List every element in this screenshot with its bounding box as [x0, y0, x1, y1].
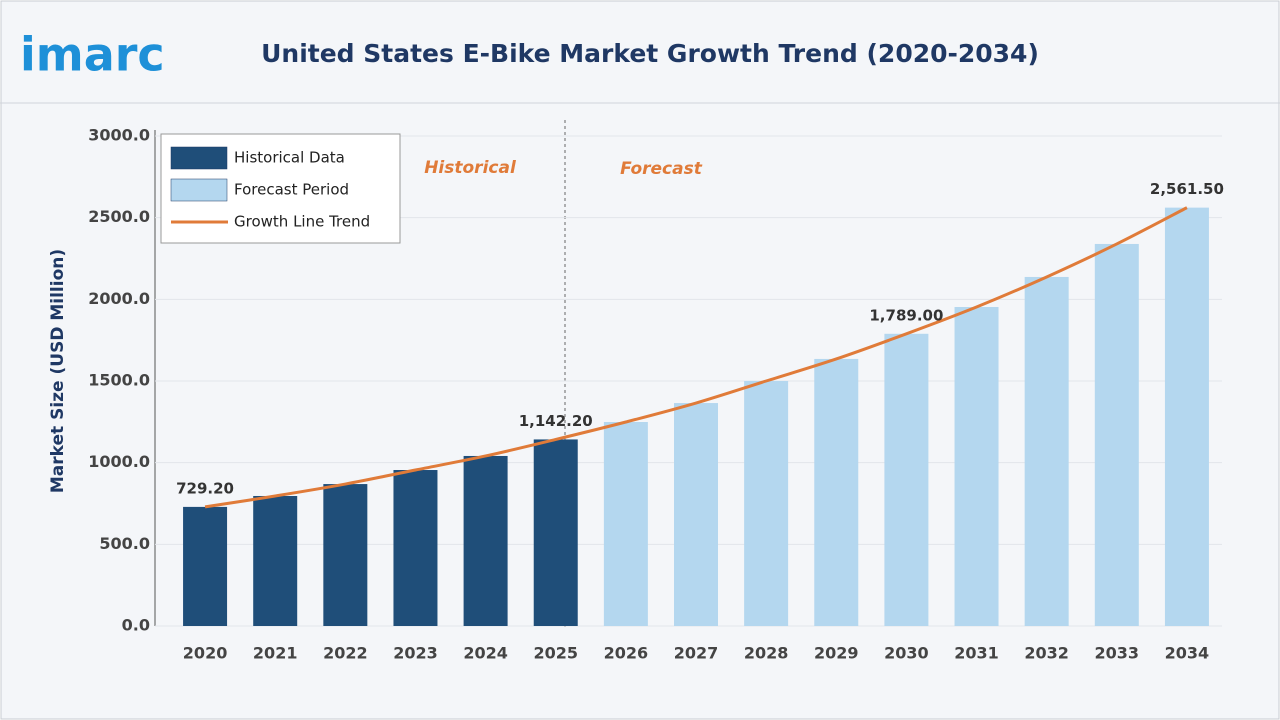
value-label: 729.20: [176, 479, 234, 497]
bar: [533, 439, 578, 626]
bar: [674, 403, 718, 626]
x-tick-label: 2032: [1024, 644, 1069, 663]
y-axis-label: Market Size (USD Million): [48, 249, 68, 493]
x-tick-label: 2027: [674, 644, 719, 663]
bar: [463, 455, 508, 626]
bar: [744, 381, 789, 626]
chart-title: United States E-Bike Market Growth Trend…: [261, 39, 1039, 68]
legend-swatch: [170, 146, 228, 170]
bar: [814, 358, 859, 626]
y-tick-label: 3000.0: [88, 126, 150, 145]
x-tick-label: 2026: [604, 644, 649, 663]
x-tick-label: 2021: [253, 644, 298, 663]
bar: [954, 307, 999, 626]
y-tick-label: 0.0: [122, 616, 150, 635]
value-label: 1,142.20: [519, 412, 593, 430]
x-tick-label: 2034: [1165, 644, 1210, 663]
annotation: Forecast: [620, 159, 703, 179]
y-tick-label: 2000.0: [88, 289, 150, 308]
legend-label: Historical Data: [234, 149, 345, 167]
logo: imarc: [20, 28, 165, 82]
bar: [1164, 207, 1209, 626]
x-tick-label: 2028: [744, 644, 789, 663]
value-label: 2,561.50: [1150, 180, 1224, 198]
bar: [1094, 243, 1139, 627]
bar: [884, 333, 929, 626]
y-tick-label: 2500.0: [88, 207, 150, 226]
x-tick-label: 2030: [884, 644, 929, 663]
bar: [1024, 276, 1069, 626]
bar: [603, 421, 648, 626]
bar: [393, 470, 438, 626]
value-label: 1,789.00: [869, 306, 943, 324]
y-tick-label: 1500.0: [88, 371, 150, 390]
legend-label: Forecast Period: [234, 181, 349, 199]
x-tick-label: 2022: [323, 644, 368, 663]
y-tick-label: 1000.0: [88, 452, 150, 471]
legend-label: Growth Line Trend: [234, 213, 370, 231]
bar: [183, 506, 228, 626]
x-tick-label: 2020: [183, 644, 228, 663]
legend-swatch: [170, 178, 228, 202]
trend-line: [204, 206, 1188, 509]
y-tick-label: 500.0: [99, 534, 150, 553]
x-tick-label: 2031: [954, 644, 999, 663]
x-tick-label: 2024: [463, 644, 508, 663]
x-tick-label: 2025: [533, 644, 578, 663]
annotation: Historical: [424, 158, 517, 178]
x-tick-label: 2023: [393, 644, 438, 663]
x-tick-label: 2033: [1095, 644, 1140, 663]
bar: [323, 484, 368, 626]
bar: [253, 495, 298, 626]
x-tick-label: 2029: [814, 644, 859, 663]
